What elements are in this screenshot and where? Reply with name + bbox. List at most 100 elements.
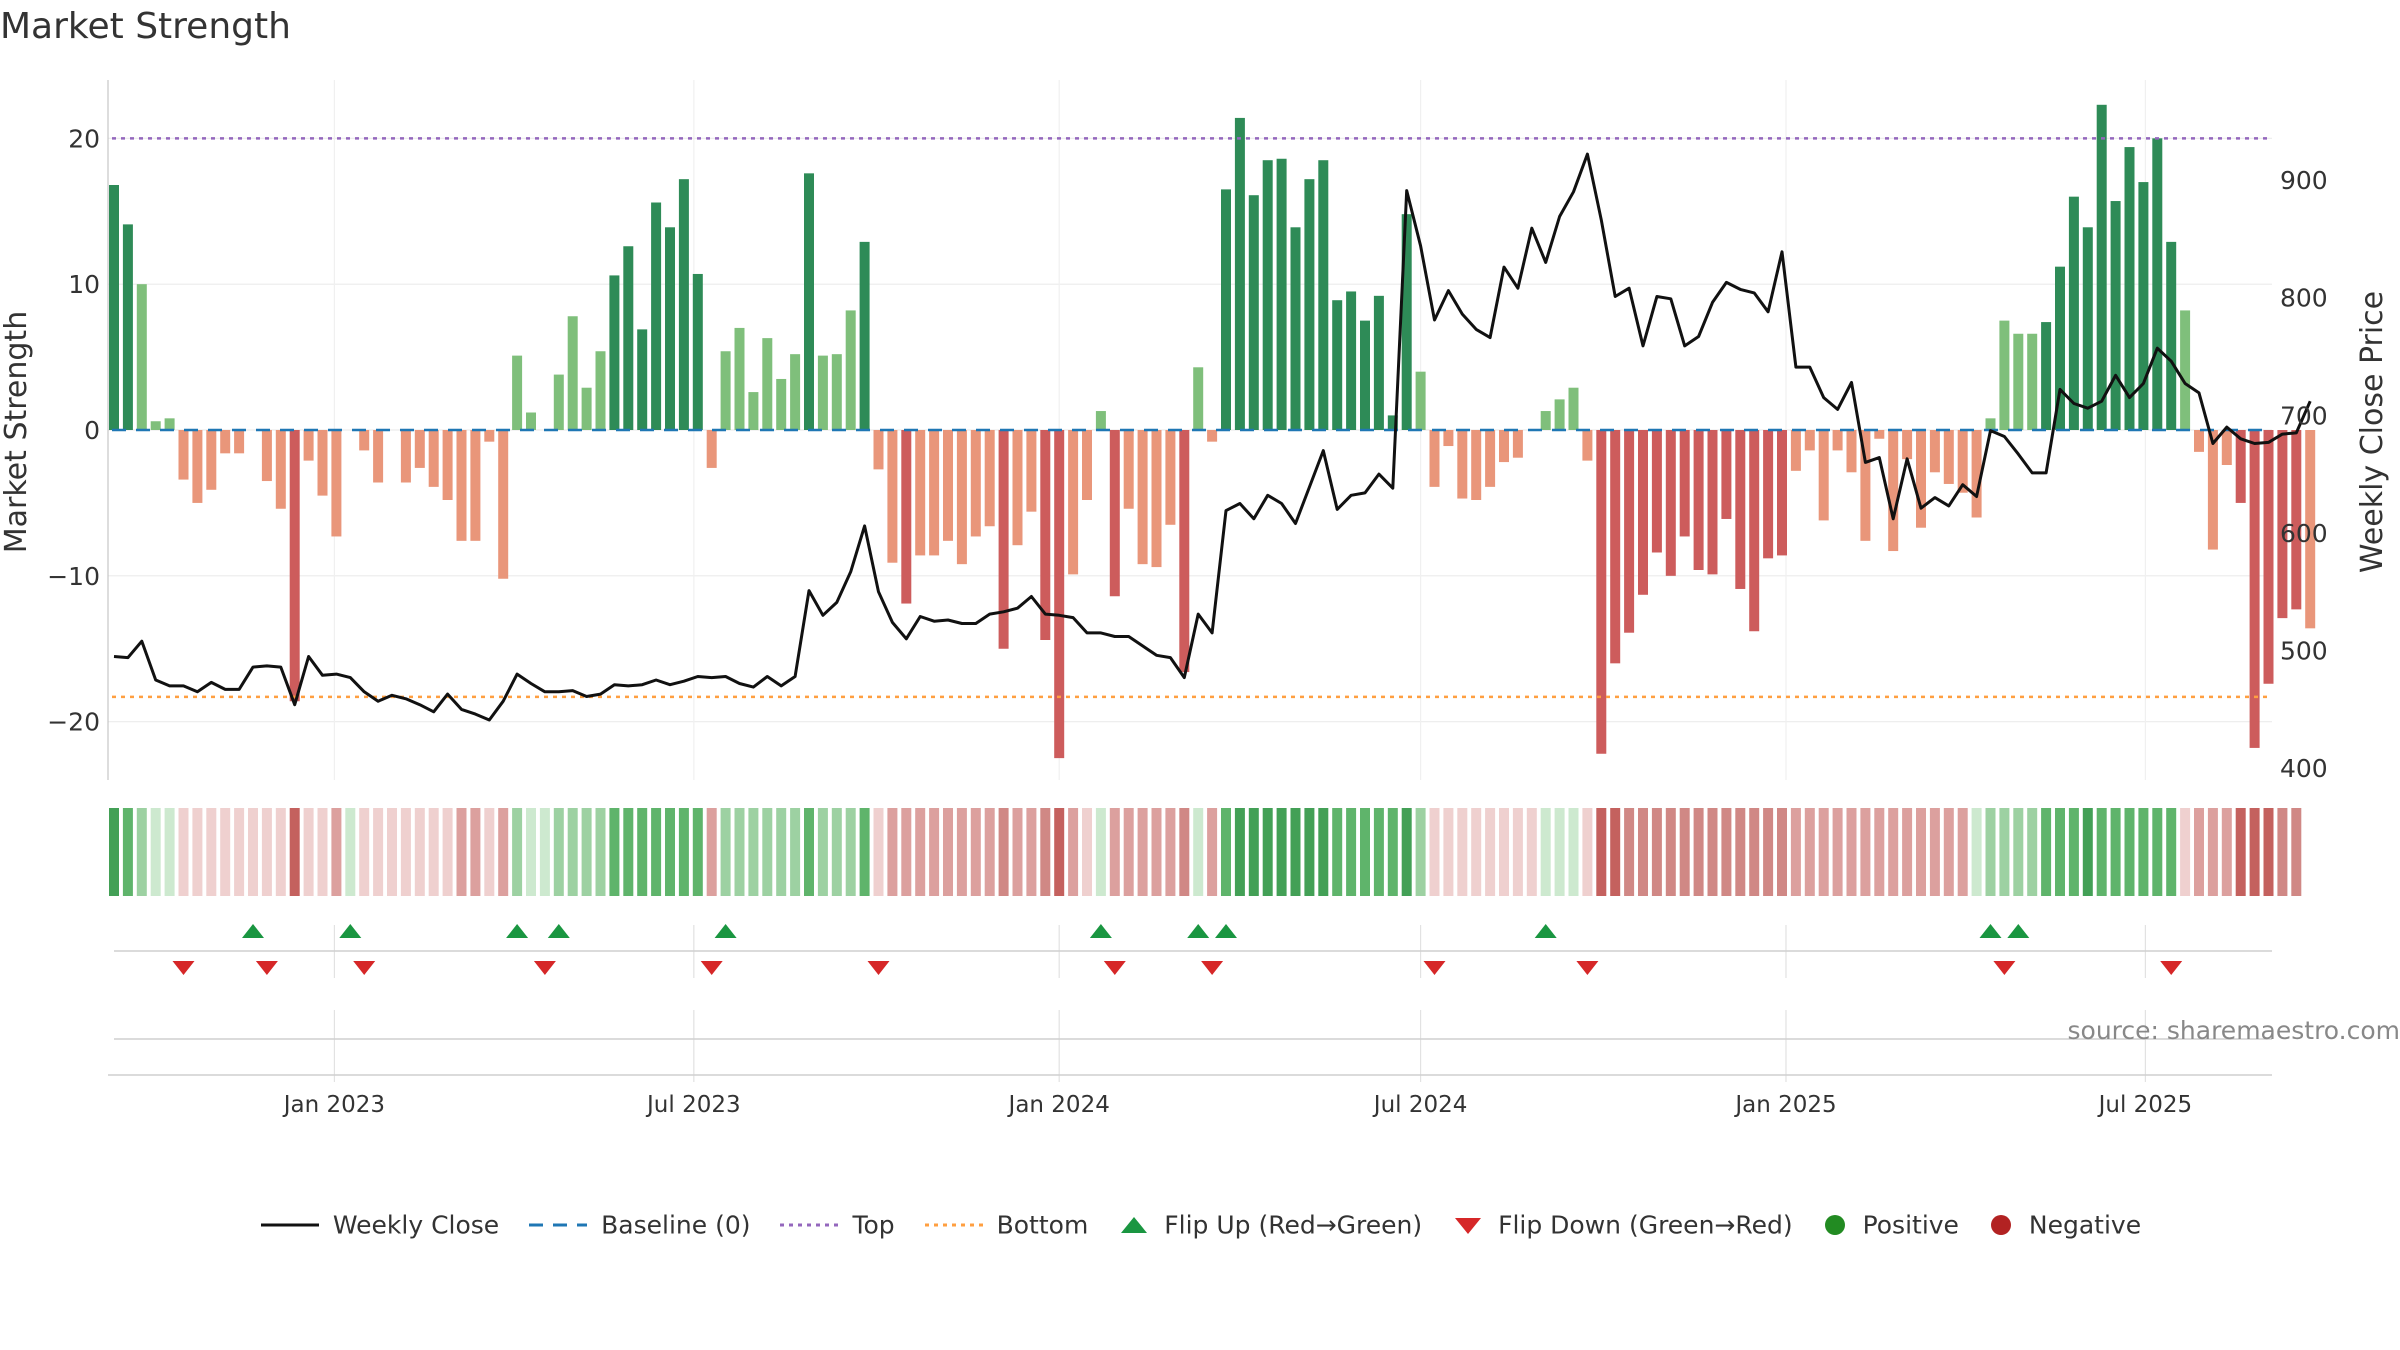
strength-bar [1902,430,1913,460]
strength-band-cell [817,808,828,896]
legend-label: Flip Down (Green→Red) [1498,1210,1793,1240]
legend-swatch-weekly-close [260,1223,319,1227]
strength-bar [1860,430,1871,541]
strength-bar [234,430,245,454]
strength-bar [2055,266,2065,430]
strength-bar [1485,430,1496,487]
strength-bar [1165,430,1176,525]
x-tick-label: Jan 2024 [1007,1092,1110,1118]
strength-bar [1846,430,1857,473]
strength-band-cell [1610,808,1621,896]
strength-bar [915,430,926,556]
strength-band-cell [1471,808,1482,896]
strength-band-cell [845,808,856,896]
strength-bar [1318,160,1329,431]
strength-bar [2110,201,2121,430]
strength-band-cell [1888,808,1899,896]
strength-band-cell [1582,808,1593,896]
strength-band-cell [2013,808,2024,896]
axis-layer: 20 10 0 −10 −20 900 800 700 600 500 400 [47,80,2328,783]
flip-up-marker [714,924,737,938]
strength-bar [1151,430,1162,568]
strength-band-cell [929,808,940,896]
strength-bar [929,430,940,556]
strength-band-cell [1082,808,1092,896]
strength-bar [678,179,689,430]
strength-band-cell [1971,808,1982,896]
strength-band-cell [1276,808,1287,896]
strength-bar [790,354,801,430]
strength-bar [762,338,773,430]
strength-band-cell [623,808,634,896]
strength-band-cell [790,808,801,896]
y-tick-label-right: 500 [2280,637,2328,666]
flip-up-marker [506,924,529,938]
strength-bar [845,310,856,430]
flip-down-marker [172,961,195,975]
strength-band-cell [595,808,606,896]
strength-band-cell [136,808,147,896]
strength-band-cell [428,808,439,896]
strength-bar [1248,195,1259,430]
strength-band-cell [998,808,1009,896]
strength-bar [901,430,912,604]
legend-item-baseline: Baseline (0) [527,1209,751,1239]
strength-bar [1651,430,1662,553]
strength-bar [1638,430,1648,595]
flip-up-marker [242,924,264,938]
strength-bar [943,430,953,541]
strength-bar [512,355,523,430]
flip-down-marker [700,961,723,975]
strength-bar [2082,227,2093,430]
strength-bar [484,430,495,442]
strength-bar [553,374,564,430]
strength-bar [595,351,606,430]
flip-up-marker [1979,924,2002,938]
strength-band-cell [706,808,717,896]
strength-bar [220,430,231,454]
strength-bar [581,387,592,430]
strength-band-cell [373,808,384,896]
strength-bar [442,430,453,500]
strength-band-cell [331,808,342,896]
strength-band-cell [2180,808,2191,896]
strength-band-cell [1401,808,1412,896]
strength-bar [456,430,467,541]
strength-band-cell [1415,808,1426,896]
strength-band-cell [1943,808,1954,896]
strength-band-cell [317,808,328,896]
strength-band-cell [678,808,689,896]
strength-bar [1707,430,1718,575]
strength-band-cell [2291,808,2302,896]
strength-bar [720,351,731,430]
legend: Weekly Close Baseline (0) Top Bottom Fli… [0,1208,2400,1239]
strength-band-cell [873,808,884,896]
strength-bar [2235,430,2246,503]
strength-bar [275,430,286,509]
strength-bar [1387,415,1398,430]
strength-band-cell [943,808,953,896]
strength-band-cell [859,808,870,896]
strength-band-cell [1499,808,1509,896]
y-tick-label-left: 10 [68,270,100,299]
strength-bar [1582,430,1593,461]
y-tick-label-left: −20 [47,708,100,737]
strength-band-cell [1346,808,1357,896]
strength-band-cell [1665,808,1676,896]
strength-bar [1777,430,1787,556]
strength-band-cell [1304,808,1315,896]
strength-bar [998,430,1009,649]
strength-band-cell [1707,808,1718,896]
flip-down-marker [2160,961,2183,975]
strength-band-cell [1957,808,1968,896]
strength-bar [887,430,898,563]
strength-bar [1068,430,1079,575]
strength-band-cell [762,808,773,896]
legend-label: Flip Up (Red→Green) [1164,1210,1423,1240]
strength-bar [2263,430,2274,684]
strength-band-cell [109,808,119,896]
strength-band-cell [901,808,912,896]
strength-bar [1054,430,1065,759]
strength-bar [1137,430,1148,565]
